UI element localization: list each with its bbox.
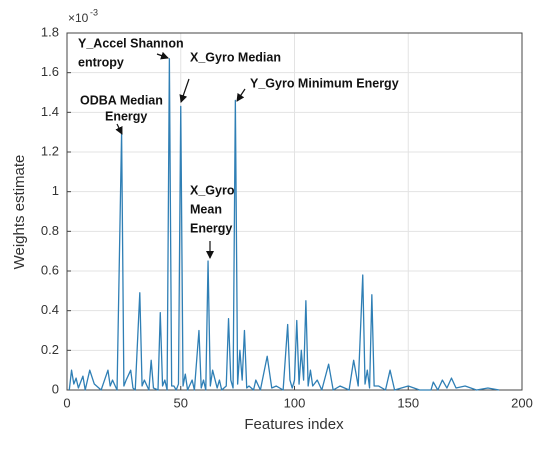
annotation: Energy: [105, 109, 147, 123]
annotation-arrow: [236, 88, 246, 102]
y-tick-label: 1.2: [41, 143, 59, 158]
x-tick-label: 150: [397, 395, 419, 410]
x-tick-label: 100: [284, 395, 306, 410]
annotation-arrow: [156, 51, 169, 60]
y-tick-label: 0.8: [41, 223, 59, 238]
annotation: entropy: [78, 55, 124, 69]
annotation: X_Gyro: [190, 183, 235, 197]
y-multiplier: ×10: [68, 11, 89, 25]
y-tick-label: 1.6: [41, 64, 59, 79]
y-tick-label: 0.6: [41, 262, 59, 277]
annotation: ODBA Median: [80, 93, 163, 107]
annotation: Mean: [190, 202, 222, 216]
x-tick-label: 200: [511, 395, 533, 410]
y-axis-label: Weights estimate: [11, 155, 28, 270]
y-multiplier-exponent: -3: [90, 7, 98, 17]
x-tick-label: 0: [63, 395, 70, 410]
annotation-arrow: [179, 78, 190, 103]
y-tick-label: 0: [52, 381, 59, 396]
annotation-arrow: [115, 123, 123, 135]
x-tick-label: 50: [174, 395, 188, 410]
annotation: Y_Gyro Minimum Energy: [250, 76, 399, 90]
y-tick-label: 0.2: [41, 342, 59, 357]
annotation: Energy: [190, 221, 232, 235]
x-axis-label: Features index: [244, 416, 344, 433]
y-tick-label: 1: [52, 183, 59, 198]
data-line: [68, 58, 500, 391]
y-tick-label: 0.4: [41, 302, 59, 317]
y-tick-label: 1.4: [41, 104, 59, 119]
annotation: Y_Accel Shannon: [78, 36, 184, 50]
annotation: X_Gyro Median: [190, 50, 281, 64]
y-tick-label: 1.8: [41, 24, 59, 39]
axes-frame: [66, 32, 523, 391]
